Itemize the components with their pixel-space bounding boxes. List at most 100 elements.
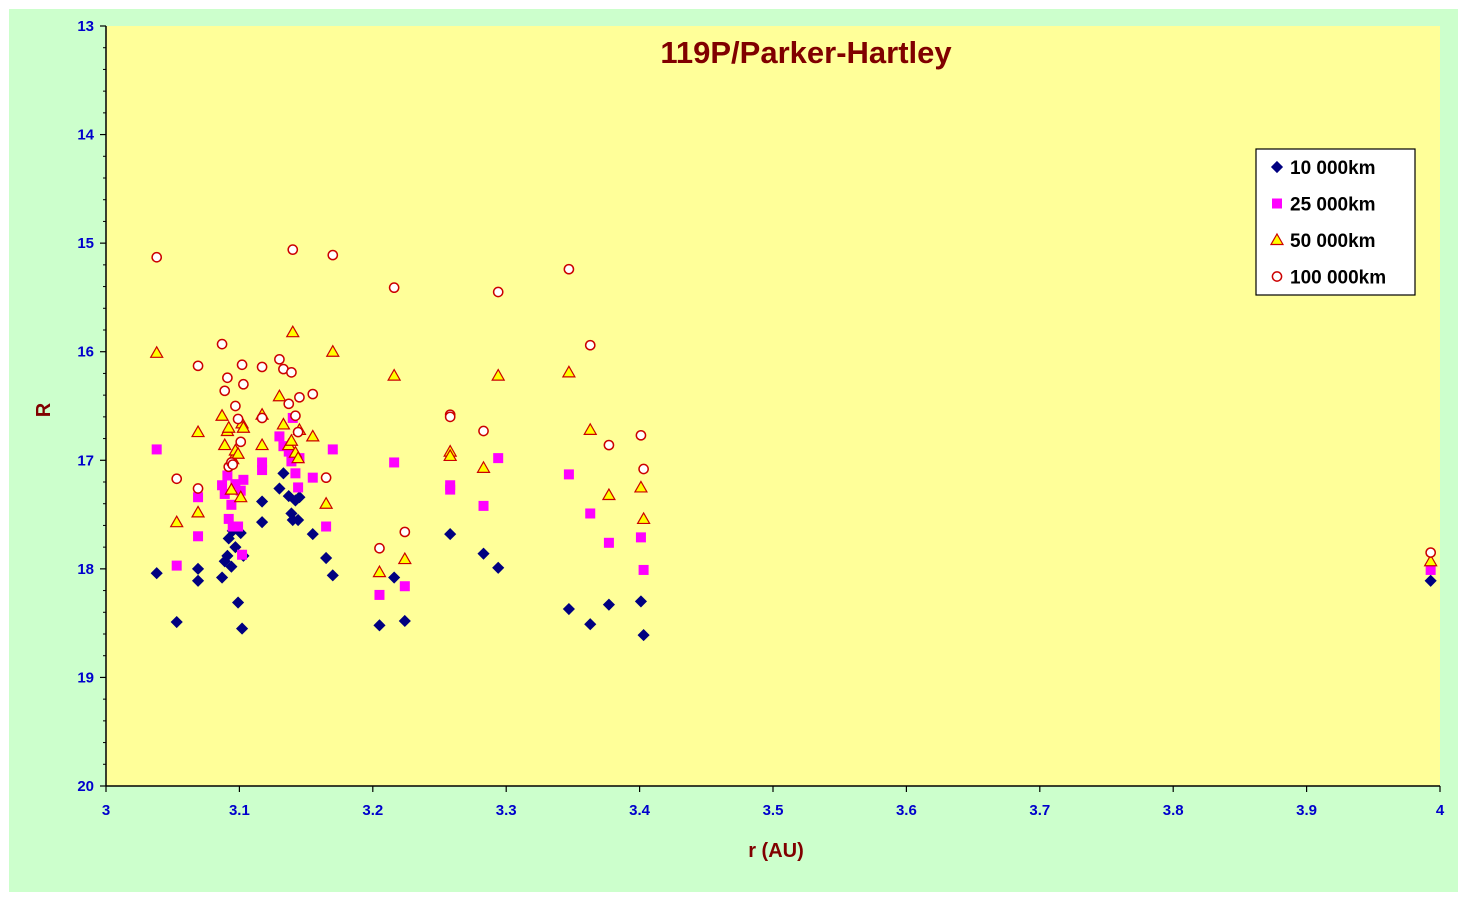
data-point — [171, 473, 183, 485]
data-point — [256, 495, 269, 508]
data-point — [256, 412, 268, 424]
data-point — [256, 516, 269, 529]
legend-label: 100 000km — [1290, 268, 1386, 289]
data-point — [217, 480, 228, 491]
data-point — [193, 531, 204, 542]
data-point — [273, 482, 286, 495]
data-point — [223, 513, 234, 524]
data-point — [491, 368, 506, 381]
chart-title: 119P/Parker-Hartley — [660, 35, 952, 70]
data-point — [292, 513, 305, 527]
data-point — [215, 571, 229, 584]
y-tick-label: 17 — [77, 452, 94, 469]
data-point — [477, 547, 490, 560]
data-point — [444, 528, 457, 541]
data-point — [294, 391, 305, 403]
data-point — [389, 457, 400, 468]
data-point — [562, 602, 575, 616]
data-point — [272, 389, 287, 402]
data-point — [276, 417, 291, 430]
data-point — [255, 437, 270, 451]
data-point — [230, 400, 241, 412]
data-point — [222, 532, 235, 545]
data-point — [327, 249, 339, 261]
data-point — [192, 483, 204, 494]
plot-area-background — [106, 26, 1440, 786]
data-point — [274, 353, 285, 365]
legend-marker — [1269, 232, 1285, 246]
data-point — [226, 499, 237, 510]
data-point — [283, 446, 294, 457]
data-point — [256, 361, 268, 373]
data-point — [224, 482, 239, 495]
data-point — [326, 569, 339, 582]
data-point — [492, 561, 505, 574]
data-point — [170, 615, 183, 629]
data-point — [191, 574, 205, 587]
data-point — [231, 446, 246, 459]
data-point — [236, 622, 249, 635]
data-point — [151, 444, 162, 455]
data-point — [222, 372, 233, 384]
data-point — [217, 437, 232, 451]
y-tick-label: 14 — [77, 127, 94, 144]
data-point — [306, 528, 319, 541]
data-point — [219, 385, 231, 397]
data-point — [257, 465, 268, 476]
data-point — [193, 492, 204, 503]
data-point — [287, 244, 299, 256]
data-point — [583, 422, 598, 435]
data-point — [320, 472, 332, 484]
x-axis-title: r (AU) — [748, 840, 804, 862]
x-tick-label: 3.9 — [1296, 802, 1317, 819]
y-tick-label: 19 — [77, 669, 94, 686]
data-point — [236, 420, 251, 433]
data-point — [191, 424, 206, 438]
data-point — [149, 345, 164, 358]
y-tick-label: 15 — [77, 235, 94, 252]
data-point — [216, 338, 228, 350]
data-point — [320, 551, 333, 565]
x-tick-label: 3.1 — [229, 802, 250, 819]
data-point — [325, 344, 340, 357]
data-point — [286, 366, 297, 378]
data-point — [286, 456, 297, 467]
data-point — [192, 360, 204, 372]
data-point — [257, 457, 268, 468]
legend-label: 10 000km — [1290, 158, 1376, 179]
data-point — [327, 444, 338, 455]
data-point — [1424, 574, 1437, 587]
data-point — [290, 410, 301, 422]
data-point — [319, 496, 334, 509]
data-point — [278, 441, 289, 452]
data-point — [478, 425, 489, 437]
data-point — [399, 526, 411, 538]
data-point — [638, 463, 649, 475]
data-point — [238, 378, 249, 390]
data-point — [563, 469, 574, 480]
x-tick-label: 3 — [102, 802, 110, 819]
y-tick-label: 20 — [77, 778, 94, 795]
data-point — [397, 551, 412, 565]
data-point — [601, 487, 616, 501]
data-point — [233, 489, 248, 503]
data-point — [151, 251, 163, 263]
data-point — [388, 282, 400, 294]
data-point — [191, 562, 205, 575]
y-axis-title: R — [33, 402, 55, 417]
data-point — [399, 581, 410, 592]
data-point — [290, 468, 301, 479]
data-point — [283, 398, 295, 410]
data-point — [1423, 554, 1438, 567]
data-point — [637, 629, 650, 642]
data-point — [584, 339, 596, 351]
y-tick-label: 16 — [77, 344, 94, 361]
data-point — [307, 388, 319, 400]
legend: 10 000km 25 000km 50 000km 100 000km — [1255, 148, 1416, 296]
data-point — [191, 505, 206, 518]
y-tick-label: 18 — [77, 561, 94, 578]
data-point — [476, 460, 491, 473]
series-4 — [151, 244, 1437, 558]
data-point — [387, 368, 402, 381]
